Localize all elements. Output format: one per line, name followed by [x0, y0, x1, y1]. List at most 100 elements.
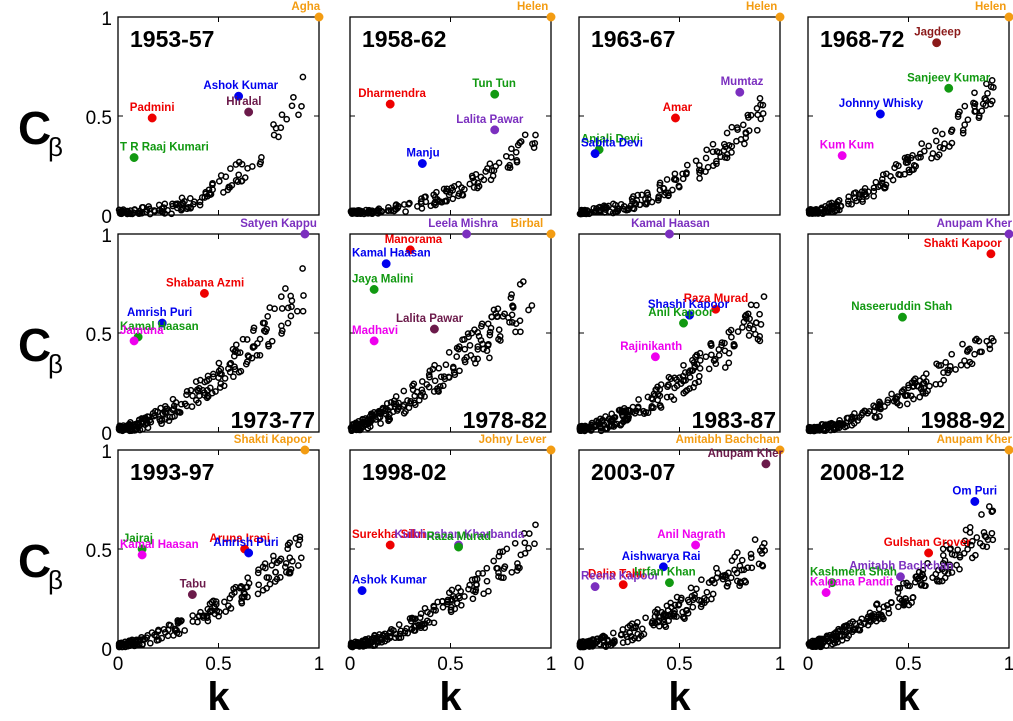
data-point: [607, 422, 614, 430]
data-point: [509, 304, 517, 311]
data-point: [430, 619, 438, 627]
data-point: [453, 353, 461, 360]
data-point: [988, 508, 996, 516]
data-point: [971, 350, 978, 358]
data-point: [642, 614, 649, 622]
data-point: [262, 328, 269, 335]
data-point: [696, 169, 703, 177]
data-point: [597, 427, 605, 435]
point-label: Kalpana Pandit: [810, 577, 893, 589]
data-point: [423, 381, 431, 388]
data-point: [438, 598, 446, 605]
data-point: [372, 416, 380, 423]
data-point: [402, 408, 409, 415]
data-point: [956, 553, 964, 561]
data-point: [887, 598, 895, 606]
panel-period-title: 1998-02: [362, 459, 446, 485]
data-point: [643, 199, 651, 206]
point-label: Jaya Malini: [352, 273, 413, 285]
data-point: [841, 622, 849, 630]
labeled-point-mumtaz: [735, 87, 745, 97]
data-point: [691, 379, 699, 387]
point-label: Tun Tun: [472, 78, 516, 90]
data-point: [379, 631, 387, 639]
data-point: [505, 314, 512, 322]
data-point: [612, 201, 619, 209]
data-point: [119, 427, 126, 435]
data-point: [819, 421, 827, 428]
data-point: [457, 587, 465, 595]
data-point: [449, 195, 457, 203]
data-point: [418, 386, 426, 394]
labeled-point-dalip-tahil: [618, 580, 628, 590]
data-point: [655, 622, 663, 630]
x-tick-label: 1: [314, 654, 325, 675]
data-point: [906, 168, 913, 176]
data-point: [920, 574, 928, 582]
data-point: [722, 143, 729, 151]
data-point: [728, 557, 736, 564]
data-point: [680, 613, 688, 621]
data-point: [407, 397, 415, 405]
data-point: [939, 545, 947, 553]
data-point: [469, 587, 477, 594]
data-point: [966, 524, 974, 531]
point-label: Kamal Haasan: [120, 539, 199, 551]
data-point: [848, 200, 855, 208]
data-point: [960, 549, 968, 557]
labeled-point-helen: [546, 12, 556, 22]
y-tick-label: 0.5: [86, 541, 112, 562]
data-point: [988, 529, 996, 537]
data-point: [895, 603, 902, 611]
data-point: [411, 392, 419, 400]
data-point: [942, 564, 950, 571]
data-point: [635, 396, 642, 403]
data-point: [493, 564, 500, 572]
data-point: [713, 148, 721, 155]
data-point: [851, 194, 859, 202]
data-point: [284, 304, 292, 312]
data-point: [741, 140, 748, 148]
data-point: [959, 340, 966, 348]
point-label: Hiralal: [226, 96, 261, 108]
x-tick-label: 0.5: [895, 654, 921, 675]
data-point: [181, 627, 189, 634]
point-label: Surekha Sikri: [352, 529, 426, 541]
y-axis-label: C: [18, 102, 51, 154]
data-point: [473, 580, 480, 588]
labeled-point-raza-murad: [454, 542, 463, 552]
data-point: [709, 590, 717, 598]
data-point: [194, 387, 202, 395]
labeled-point-lalita-pawar: [490, 125, 500, 135]
data-point: [459, 336, 466, 344]
labeled-point-lalita-pawar: [429, 324, 439, 334]
data-point: [178, 194, 186, 202]
data-point: [288, 102, 296, 110]
panel-period-title: 1993-97: [130, 459, 214, 485]
data-point: [521, 539, 529, 547]
data-point: [602, 643, 610, 650]
labeled-point-padmini: [147, 113, 157, 123]
data-point: [483, 577, 491, 585]
data-point: [395, 634, 403, 642]
data-point: [760, 293, 768, 300]
data-point: [430, 388, 438, 395]
data-point: [918, 140, 926, 147]
data-point: [195, 384, 203, 392]
y-axis-label-subscript: β: [48, 565, 63, 595]
data-point: [880, 603, 888, 611]
data-point: [282, 559, 290, 567]
data-point: [628, 620, 636, 628]
data-point: [283, 115, 291, 123]
data-point: [707, 342, 715, 349]
data-point: [430, 191, 438, 199]
data-point: [596, 640, 604, 648]
data-point: [135, 420, 143, 428]
data-point: [713, 564, 720, 572]
data-point: [237, 367, 245, 375]
data-point: [753, 126, 761, 134]
data-point: [480, 176, 488, 184]
data-point: [410, 380, 418, 388]
